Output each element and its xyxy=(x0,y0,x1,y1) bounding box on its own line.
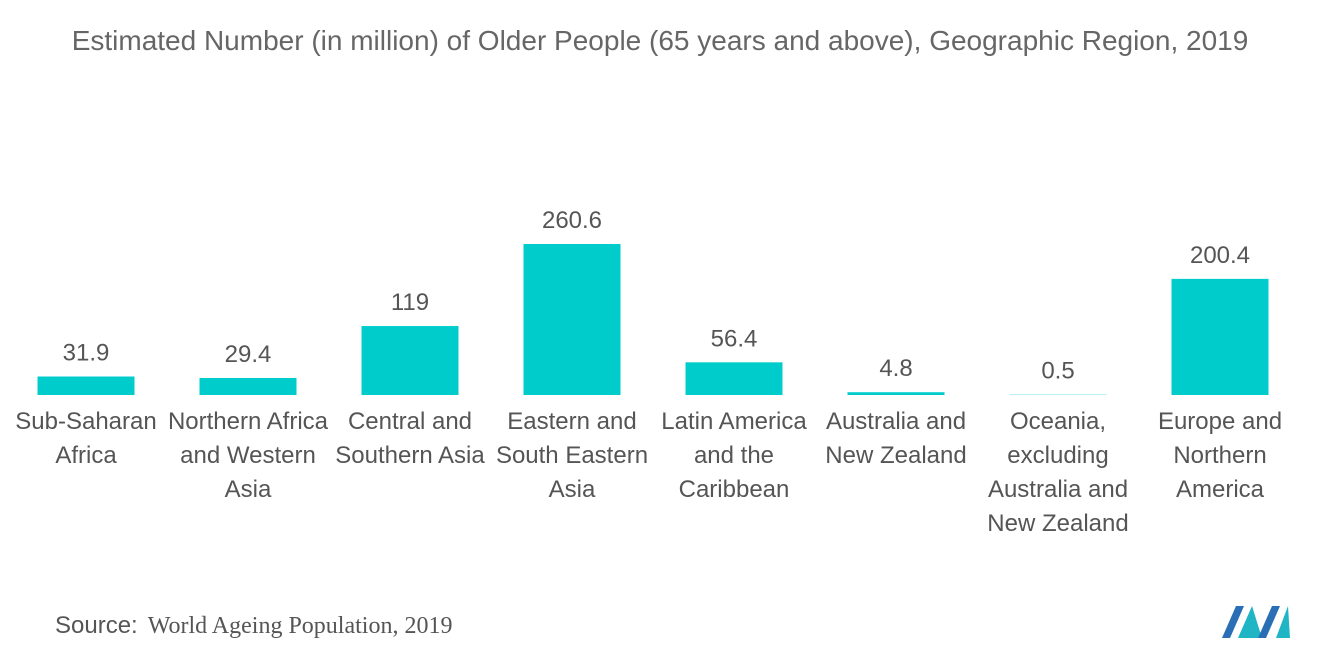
chart-title: Estimated Number (in million) of Older P… xyxy=(0,22,1320,59)
x-tick-label: Sub-Saharan Africa xyxy=(15,408,157,469)
source: Source: World Ageing Population, 2019 xyxy=(55,612,452,640)
value-label: 0.5 xyxy=(1041,358,1074,385)
bar xyxy=(37,376,135,395)
bar xyxy=(685,362,783,395)
value-label: 260.6 xyxy=(542,207,602,234)
bar xyxy=(523,244,621,395)
x-tick-label: Europe and Northern America xyxy=(1157,408,1283,503)
x-tick-label: Latin America and the Caribbean xyxy=(661,408,807,503)
value-label: 31.9 xyxy=(63,340,110,367)
x-tick-label: Oceania, excluding Australia and New Zea… xyxy=(987,408,1129,537)
source-label: Source: xyxy=(55,612,138,639)
title-text: Estimated Number (in million) of Older P… xyxy=(71,25,1249,56)
bar xyxy=(361,326,459,395)
source-text: World Ageing Population, 2019 xyxy=(147,613,453,639)
logo xyxy=(1222,606,1290,638)
value-label: 119 xyxy=(391,289,429,316)
x-tick-label: Northern Africa and Western Asia xyxy=(167,408,329,503)
x-tick-label: Australia and New Zealand xyxy=(825,408,967,469)
bar xyxy=(847,392,945,395)
bar xyxy=(199,377,297,395)
x-tick-label: Eastern and South Eastern Asia xyxy=(495,408,649,503)
bar xyxy=(1171,278,1269,395)
value-label: 56.4 xyxy=(711,325,758,352)
value-label: 200.4 xyxy=(1190,242,1250,269)
value-label: 4.8 xyxy=(879,355,912,382)
value-label: 29.4 xyxy=(225,341,272,368)
x-tick-label: Central and Southern Asia xyxy=(335,408,485,469)
